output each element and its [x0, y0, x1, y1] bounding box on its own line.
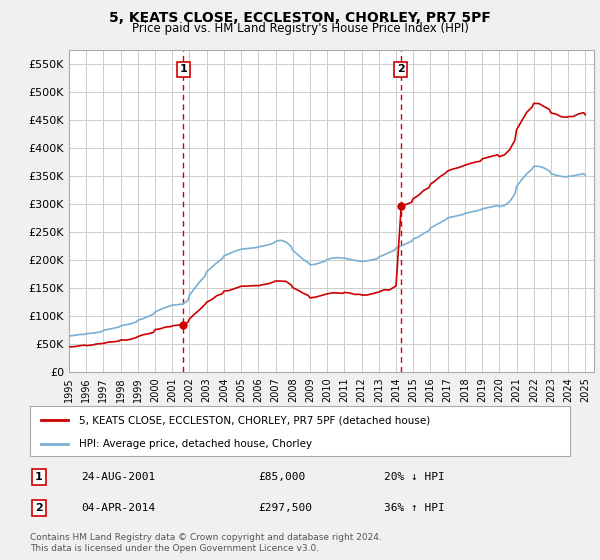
Text: Price paid vs. HM Land Registry's House Price Index (HPI): Price paid vs. HM Land Registry's House … [131, 22, 469, 35]
Text: 36% ↑ HPI: 36% ↑ HPI [384, 503, 445, 513]
Text: 20% ↓ HPI: 20% ↓ HPI [384, 472, 445, 482]
Text: HPI: Average price, detached house, Chorley: HPI: Average price, detached house, Chor… [79, 439, 312, 449]
Text: 5, KEATS CLOSE, ECCLESTON, CHORLEY, PR7 5PF (detached house): 5, KEATS CLOSE, ECCLESTON, CHORLEY, PR7 … [79, 415, 430, 425]
Text: £85,000: £85,000 [258, 472, 305, 482]
Text: 1: 1 [35, 472, 43, 482]
Text: £297,500: £297,500 [258, 503, 312, 513]
Text: 04-APR-2014: 04-APR-2014 [81, 503, 155, 513]
Text: 2: 2 [397, 64, 404, 74]
Text: 5, KEATS CLOSE, ECCLESTON, CHORLEY, PR7 5PF: 5, KEATS CLOSE, ECCLESTON, CHORLEY, PR7 … [109, 11, 491, 25]
Text: 24-AUG-2001: 24-AUG-2001 [81, 472, 155, 482]
Text: 2: 2 [35, 503, 43, 513]
Text: Contains HM Land Registry data © Crown copyright and database right 2024.
This d: Contains HM Land Registry data © Crown c… [30, 533, 382, 553]
Text: 1: 1 [179, 64, 187, 74]
